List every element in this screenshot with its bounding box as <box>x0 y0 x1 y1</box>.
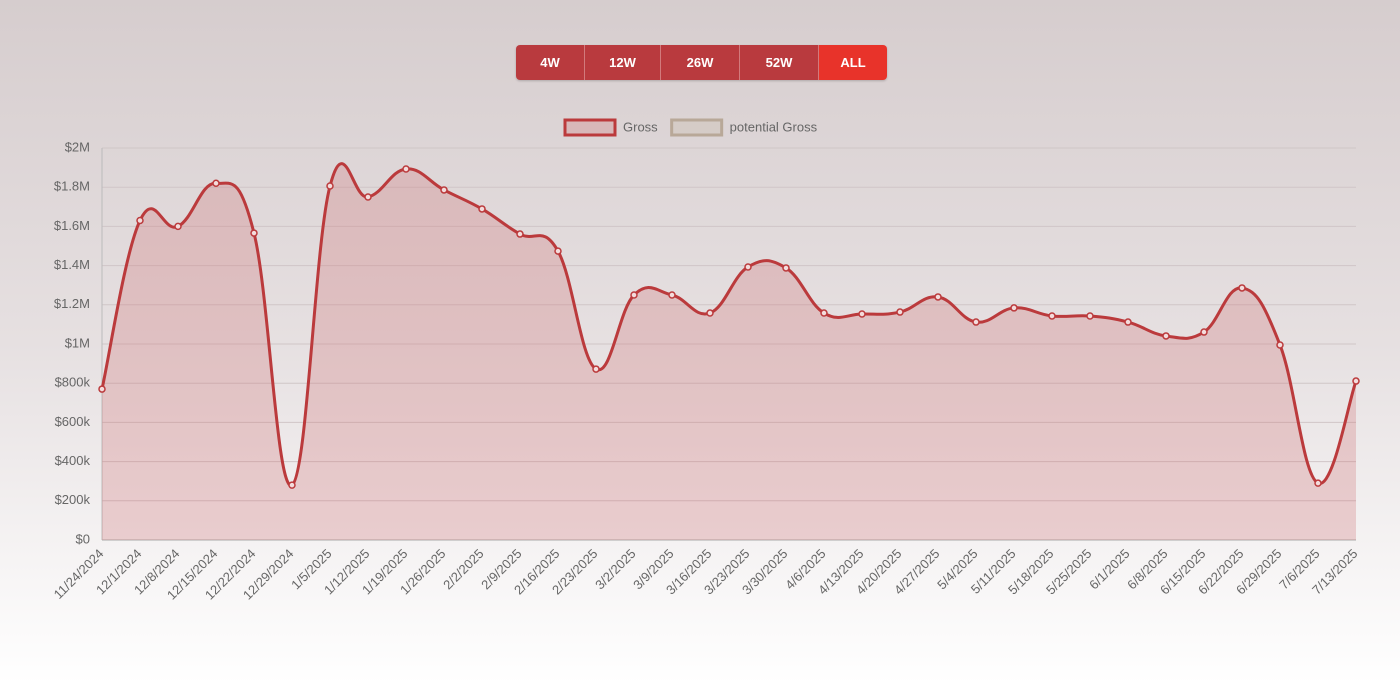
point <box>858 310 866 318</box>
point <box>896 308 904 316</box>
point <box>1124 318 1132 326</box>
point <box>250 229 258 237</box>
range-selector: 4W 12W 26W 52W ALL <box>516 45 887 80</box>
point <box>288 481 296 489</box>
y-tick-label: $1.8M <box>54 179 90 194</box>
legend-label: Gross <box>623 119 658 134</box>
y-tick-label: $1.2M <box>54 296 90 311</box>
y-tick-label: $1M <box>65 335 90 350</box>
point <box>1200 328 1208 336</box>
point <box>1086 312 1094 320</box>
point <box>1352 377 1360 385</box>
point <box>1276 341 1284 349</box>
point <box>972 318 980 326</box>
range-button[interactable]: 52W <box>740 45 819 80</box>
point <box>630 291 638 299</box>
point <box>782 264 790 272</box>
point <box>98 385 106 393</box>
point <box>668 291 676 299</box>
x-tick-label: 6/1/2025 <box>1086 546 1132 592</box>
point <box>364 193 372 201</box>
point <box>1048 312 1056 320</box>
point <box>174 222 182 231</box>
range-button[interactable]: 4W <box>516 45 585 80</box>
y-tick-label: $600k <box>55 414 91 429</box>
legend-swatch <box>670 118 724 137</box>
range-button[interactable]: ALL <box>819 45 887 80</box>
point <box>820 309 828 317</box>
y-tick-label: $2M <box>65 139 90 154</box>
y-tick-label: $1.6M <box>54 218 90 233</box>
point <box>554 247 562 255</box>
area <box>102 163 1356 540</box>
range-button[interactable]: 26W <box>661 45 740 80</box>
point <box>1162 332 1170 340</box>
legend-label: potential Gross <box>730 119 818 134</box>
point <box>136 216 144 225</box>
x-tick-label: 3/2/2025 <box>592 546 638 592</box>
y-tick-label: $1.4M <box>54 257 90 272</box>
x-tick-label: 2/2/2025 <box>440 546 486 592</box>
legend-swatch <box>563 118 617 137</box>
point <box>706 309 714 317</box>
point <box>212 179 220 188</box>
point <box>934 293 942 301</box>
range-button[interactable]: 12W <box>585 45 661 80</box>
point <box>1314 479 1322 487</box>
point <box>440 186 448 194</box>
y-tick-label: $0 <box>76 531 90 546</box>
point <box>744 263 752 271</box>
y-tick-label: $400k <box>55 453 91 468</box>
point <box>478 205 486 213</box>
point <box>402 165 410 173</box>
y-tick-label: $200k <box>55 492 91 507</box>
point <box>1010 304 1018 312</box>
point <box>326 182 334 190</box>
x-tick-label: 11/24/2024 <box>51 546 107 602</box>
point <box>592 365 600 373</box>
point <box>516 230 524 238</box>
point <box>1238 284 1246 292</box>
y-tick-label: $800k <box>55 375 91 390</box>
